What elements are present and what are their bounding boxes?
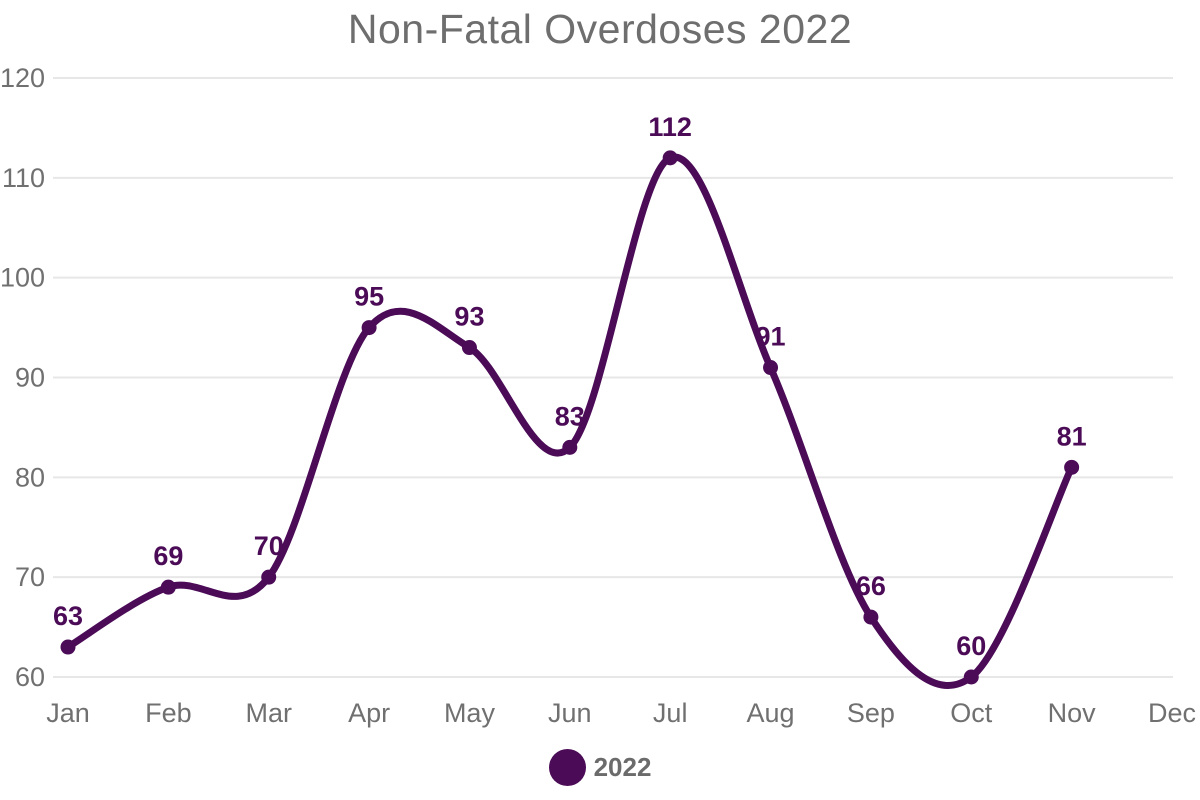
data-point[interactable] xyxy=(562,439,578,455)
x-axis-label: Mar xyxy=(245,698,292,728)
x-axis-label: Dec xyxy=(1148,698,1196,728)
x-axis-label: Sep xyxy=(847,698,895,728)
data-value-label: 93 xyxy=(454,302,484,332)
x-axis-label: Jul xyxy=(653,698,688,728)
y-axis-tick-label: 60 xyxy=(15,662,45,692)
x-axis-label: Aug xyxy=(747,698,795,728)
data-point[interactable] xyxy=(261,569,277,585)
data-value-label: 66 xyxy=(856,571,886,601)
legend-label: 2022 xyxy=(593,751,652,782)
y-axis-tick-label: 110 xyxy=(2,163,45,193)
x-axis-label: Jun xyxy=(548,698,592,728)
y-axis-tick-label: 90 xyxy=(15,363,45,393)
data-value-label: 112 xyxy=(648,112,692,142)
x-axis-label: Feb xyxy=(145,698,192,728)
y-axis-tick-label: 70 xyxy=(15,562,45,592)
data-point[interactable] xyxy=(963,669,979,685)
data-point[interactable] xyxy=(461,340,477,356)
x-axis-label: Jan xyxy=(46,698,90,728)
data-value-label: 83 xyxy=(555,401,585,431)
legend: 2022 xyxy=(0,747,1200,787)
data-point[interactable] xyxy=(361,320,377,336)
x-axis-label: May xyxy=(444,698,496,728)
legend-item-2022[interactable]: 2022 xyxy=(548,748,652,786)
data-point[interactable] xyxy=(60,639,76,655)
data-value-label: 81 xyxy=(1057,421,1087,451)
data-point[interactable] xyxy=(1064,459,1080,475)
x-axis-label: Apr xyxy=(348,698,390,728)
y-axis-tick-label: 120 xyxy=(0,63,45,93)
data-point[interactable] xyxy=(763,360,779,376)
data-value-label: 95 xyxy=(354,282,384,312)
chart-title: Non-Fatal Overdoses 2022 xyxy=(347,6,853,52)
data-point[interactable] xyxy=(662,150,678,166)
data-value-label: 91 xyxy=(756,322,786,352)
data-value-label: 70 xyxy=(254,531,284,561)
data-value-label: 63 xyxy=(53,601,83,631)
legend-marker-icon xyxy=(548,748,586,786)
data-value-label: 60 xyxy=(956,631,986,661)
data-value-label: 69 xyxy=(153,541,183,571)
x-axis-label: Oct xyxy=(950,698,993,728)
data-point[interactable] xyxy=(160,579,176,595)
x-axis-label: Nov xyxy=(1048,698,1097,728)
data-point[interactable] xyxy=(863,609,879,625)
y-axis-tick-label: 100 xyxy=(0,263,45,293)
y-axis-tick-label: 80 xyxy=(15,462,45,492)
